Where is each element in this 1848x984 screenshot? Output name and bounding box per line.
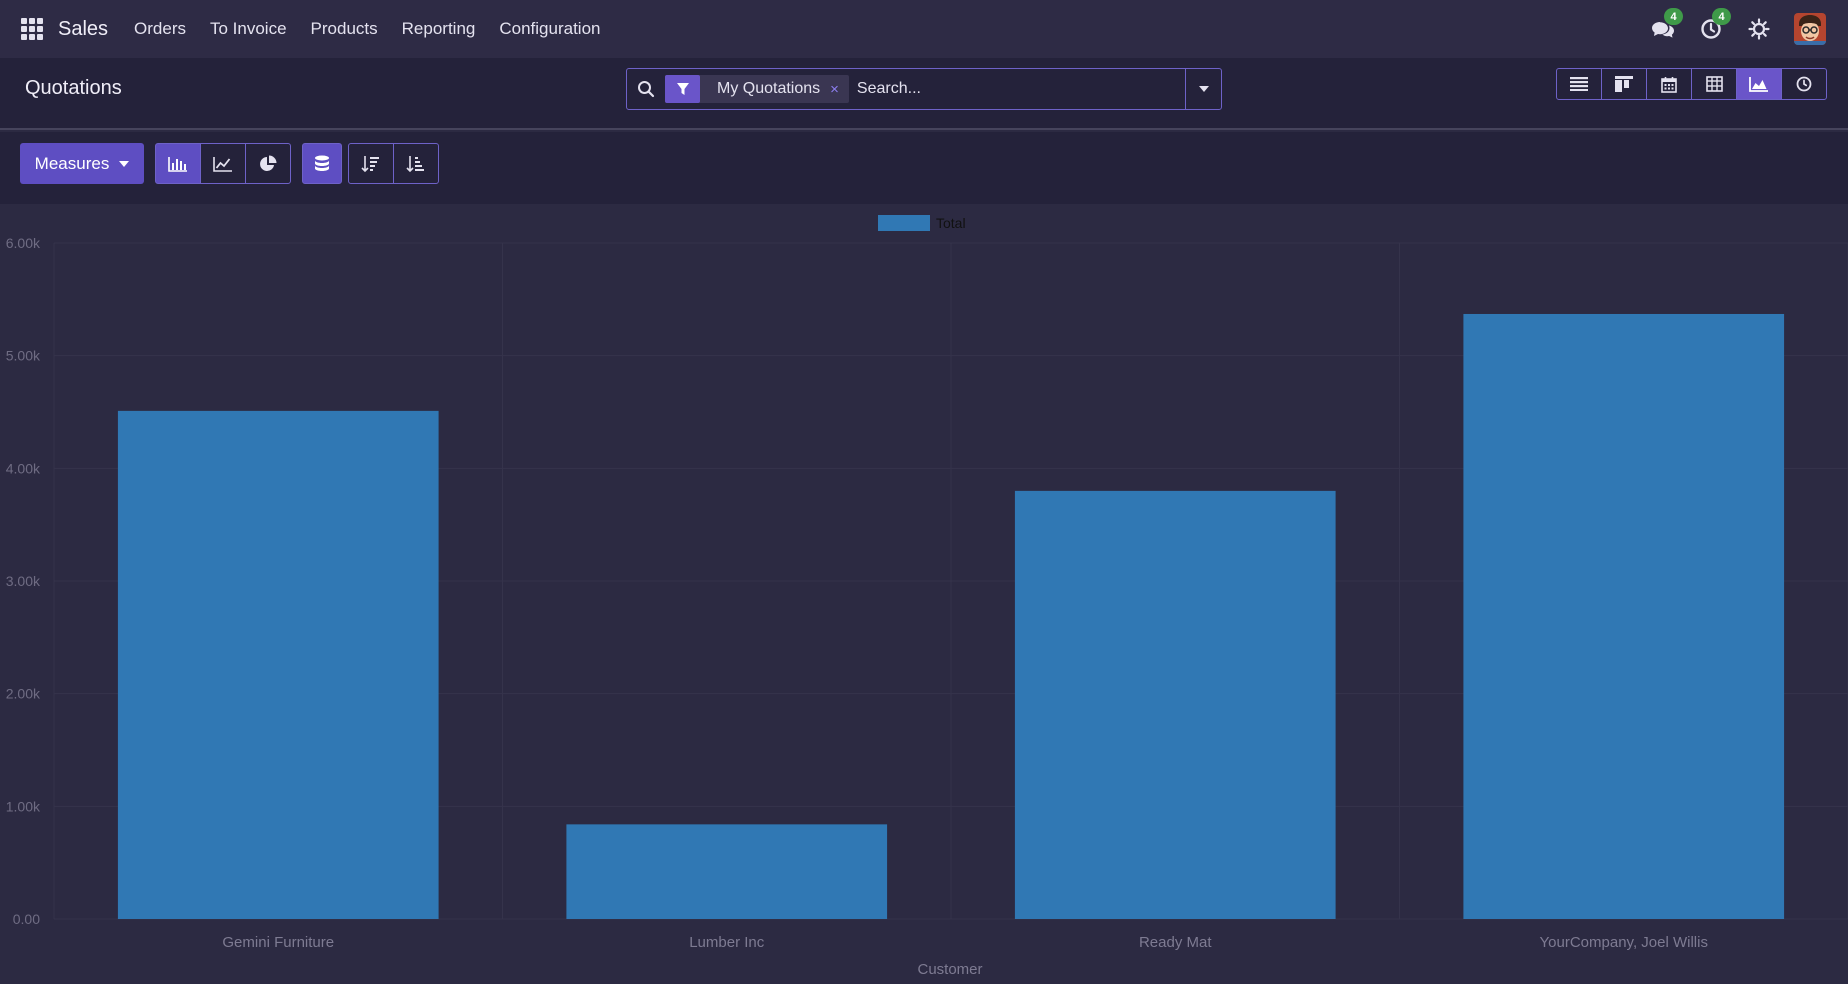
navbar-systray: 4 4 [1650,0,1826,58]
search-icon[interactable] [627,69,665,109]
menu-orders[interactable]: Orders [134,19,186,38]
sort-ascending-button[interactable] [393,143,439,184]
user-avatar[interactable] [1794,13,1826,45]
line-chart-button[interactable] [200,143,246,184]
x-tick-label: Ready Mat [1139,934,1212,951]
pie-chart-button[interactable] [245,143,291,184]
calendar-icon [1661,76,1677,93]
x-axis-ticks: Gemini Furniture Lumber Inc Ready Mat YourC… [222,934,1708,951]
y-tick-label: 6.00k [6,235,41,251]
view-switcher [1556,68,1827,100]
graph-container: 0.00 1.00k 2.00k 3.00k 4.00k 5.00k 6.00k Gemin… [0,204,1848,984]
database-icon [315,155,329,171]
legend-label: Total [936,215,966,231]
search-options-toggle[interactable] [1185,69,1221,109]
y-tick-label: 0.00 [13,911,40,927]
table-icon [1705,76,1723,92]
bar[interactable] [1014,490,1336,919]
chart-bars [117,313,1785,920]
bar-chart-button[interactable] [155,143,201,184]
user-avatar-icon [1794,13,1826,45]
measures-label: Measures [34,153,110,173]
x-axis-title: Customer [917,961,982,978]
list-icon [1570,77,1588,91]
y-axis-ticks: 0.00 1.00k 2.00k 3.00k 4.00k 5.00k 6.00k [6,235,41,927]
y-tick-label: 5.00k [6,348,41,364]
messages-button[interactable]: 4 [1650,8,1683,42]
apps-menu-icon[interactable] [21,18,43,40]
bar-chart: 0.00 1.00k 2.00k 3.00k 4.00k 5.00k 6.00k Gemin… [6,215,1848,978]
clock-icon [1701,19,1721,39]
graph-view-button[interactable] [1736,68,1782,100]
messages-count-badge: 4 [1664,8,1683,25]
sort-descending-icon [361,155,379,172]
kanban-view-button[interactable] [1601,68,1647,100]
bar-chart-icon [168,156,187,172]
control-panel: Quotations My Quotations × [0,58,1848,130]
x-tick-label: Gemini Furniture [222,934,334,951]
page-title: Quotations [25,77,122,99]
stacked-button[interactable] [302,143,342,184]
search-bar[interactable]: My Quotations × [626,68,1222,110]
list-view-button[interactable] [1556,68,1602,100]
app-brand[interactable]: Sales [58,17,109,40]
menu-configuration[interactable]: Configuration [499,19,601,38]
measures-button[interactable]: Measures [20,143,144,184]
sort-descending-button[interactable] [348,143,394,184]
facet-label: My Quotations [717,80,821,97]
menu-to-invoice[interactable]: To Invoice [210,19,287,38]
x-tick-label: YourCompany, Joel Willis [1540,934,1708,951]
y-tick-label: 3.00k [6,573,41,589]
activities-button[interactable]: 4 [1698,8,1731,42]
sort-group [348,143,439,184]
chart-legend: Total [878,215,966,231]
clock-icon [1796,76,1812,92]
calendar-view-button[interactable] [1646,68,1692,100]
menu-reporting[interactable]: Reporting [401,19,476,38]
facet-remove-button[interactable]: × [830,80,839,98]
search-input[interactable] [856,80,1157,98]
pivot-view-button[interactable] [1691,68,1737,100]
caret-down-icon [119,160,130,167]
kanban-icon [1615,76,1633,92]
graph-toolbar: Measures [0,132,1848,204]
line-chart-icon [213,156,232,172]
menu-products[interactable]: Products [310,19,378,38]
activity-view-button[interactable] [1781,68,1827,100]
y-tick-label: 2.00k [6,686,41,702]
chart-type-group [155,143,291,184]
bar[interactable] [117,410,439,919]
filter-icon [665,75,700,103]
debug-button[interactable] [1746,16,1772,42]
y-tick-label: 1.00k [6,798,41,814]
chat-icon [1652,22,1674,38]
activities-count-badge: 4 [1712,8,1731,25]
area-chart-icon [1749,77,1768,92]
legend-swatch [878,215,930,231]
y-tick-label: 4.00k [6,460,41,476]
search-facet: My Quotations × [665,75,849,103]
bar[interactable] [566,824,888,919]
bar[interactable] [1463,313,1785,920]
bug-icon [1748,18,1770,40]
x-tick-label: Lumber Inc [689,934,765,951]
caret-down-icon [1198,86,1209,92]
top-navbar: Sales Orders To Invoice Products Reporti… [0,0,1848,58]
sort-ascending-icon [406,155,424,172]
stacked-group [302,143,342,184]
pie-chart-icon [260,155,277,171]
